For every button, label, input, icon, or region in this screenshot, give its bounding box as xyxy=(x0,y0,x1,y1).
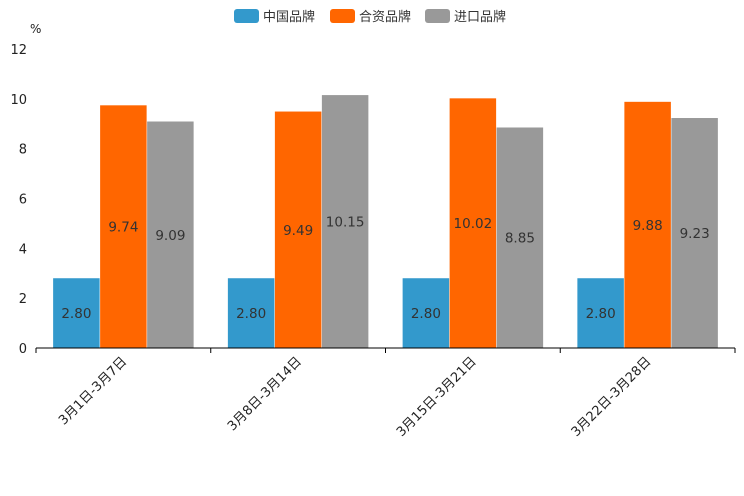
x-tick-label: 3月1日-3月7日 xyxy=(56,354,130,428)
bars xyxy=(53,95,718,349)
bar-value-label: 9.09 xyxy=(155,228,185,244)
bar-value-label: 2.80 xyxy=(236,306,266,322)
bar xyxy=(624,101,671,348)
bar xyxy=(577,278,624,348)
y-axis-unit-label: % xyxy=(30,22,41,36)
bar-value-label: 9.74 xyxy=(108,220,138,236)
y-tick-label: 6 xyxy=(19,193,27,208)
bar xyxy=(147,121,194,348)
bar-value-label: 9.88 xyxy=(633,218,663,234)
bar-value-label: 9.49 xyxy=(283,223,313,239)
bar xyxy=(449,98,497,349)
bar-value-label: 2.80 xyxy=(61,306,91,322)
y-axis: 0 2 4 6 8 10 12 xyxy=(10,43,27,357)
y-tick-label: 4 xyxy=(19,242,27,257)
legend-swatch[interactable] xyxy=(234,9,259,23)
x-tick-label: 3月22日-3月28日 xyxy=(569,354,655,440)
legend-label[interactable]: 合资品牌 xyxy=(359,9,411,25)
x-axis: 3月1日-3月7日 3月8日-3月14日 3月15日-3月21日 3月22日-3月28… xyxy=(35,347,736,440)
bar xyxy=(227,278,275,348)
bar xyxy=(274,111,322,348)
bar xyxy=(321,95,369,349)
legend-swatch[interactable] xyxy=(330,9,355,23)
y-tick-label: 8 xyxy=(19,143,27,158)
legend-swatch[interactable] xyxy=(425,9,450,23)
bar-value-label: 10.15 xyxy=(326,215,365,231)
bar xyxy=(496,127,544,348)
y-tick-label: 10 xyxy=(10,93,27,108)
x-tick-label: 3月15日-3月21日 xyxy=(394,354,480,440)
legend-label[interactable]: 进口品牌 xyxy=(454,9,506,25)
legend-label[interactable]: 中国品牌 xyxy=(263,9,315,25)
y-tick-label: 2 xyxy=(19,292,27,307)
legend: 中国品牌 合资品牌 进口品牌 xyxy=(234,9,506,25)
bar-value-label: 2.80 xyxy=(586,306,616,322)
bar xyxy=(671,118,718,348)
bar-value-label: 9.23 xyxy=(680,226,710,242)
x-tick-label: 3月8日-3月14日 xyxy=(225,354,305,434)
y-tick-label: 0 xyxy=(19,342,27,357)
y-tick-label: 12 xyxy=(10,43,27,58)
bar-value-label: 10.02 xyxy=(454,216,493,232)
value-labels: 2.80 9.74 9.09 2.80 9.49 10.15 2.80 10.02 8.85 2.… xyxy=(61,215,709,323)
bar xyxy=(53,278,100,348)
bar-value-label: 2.80 xyxy=(411,306,441,322)
bar-value-label: 8.85 xyxy=(505,231,535,247)
bar xyxy=(100,105,147,348)
bar xyxy=(402,278,450,348)
